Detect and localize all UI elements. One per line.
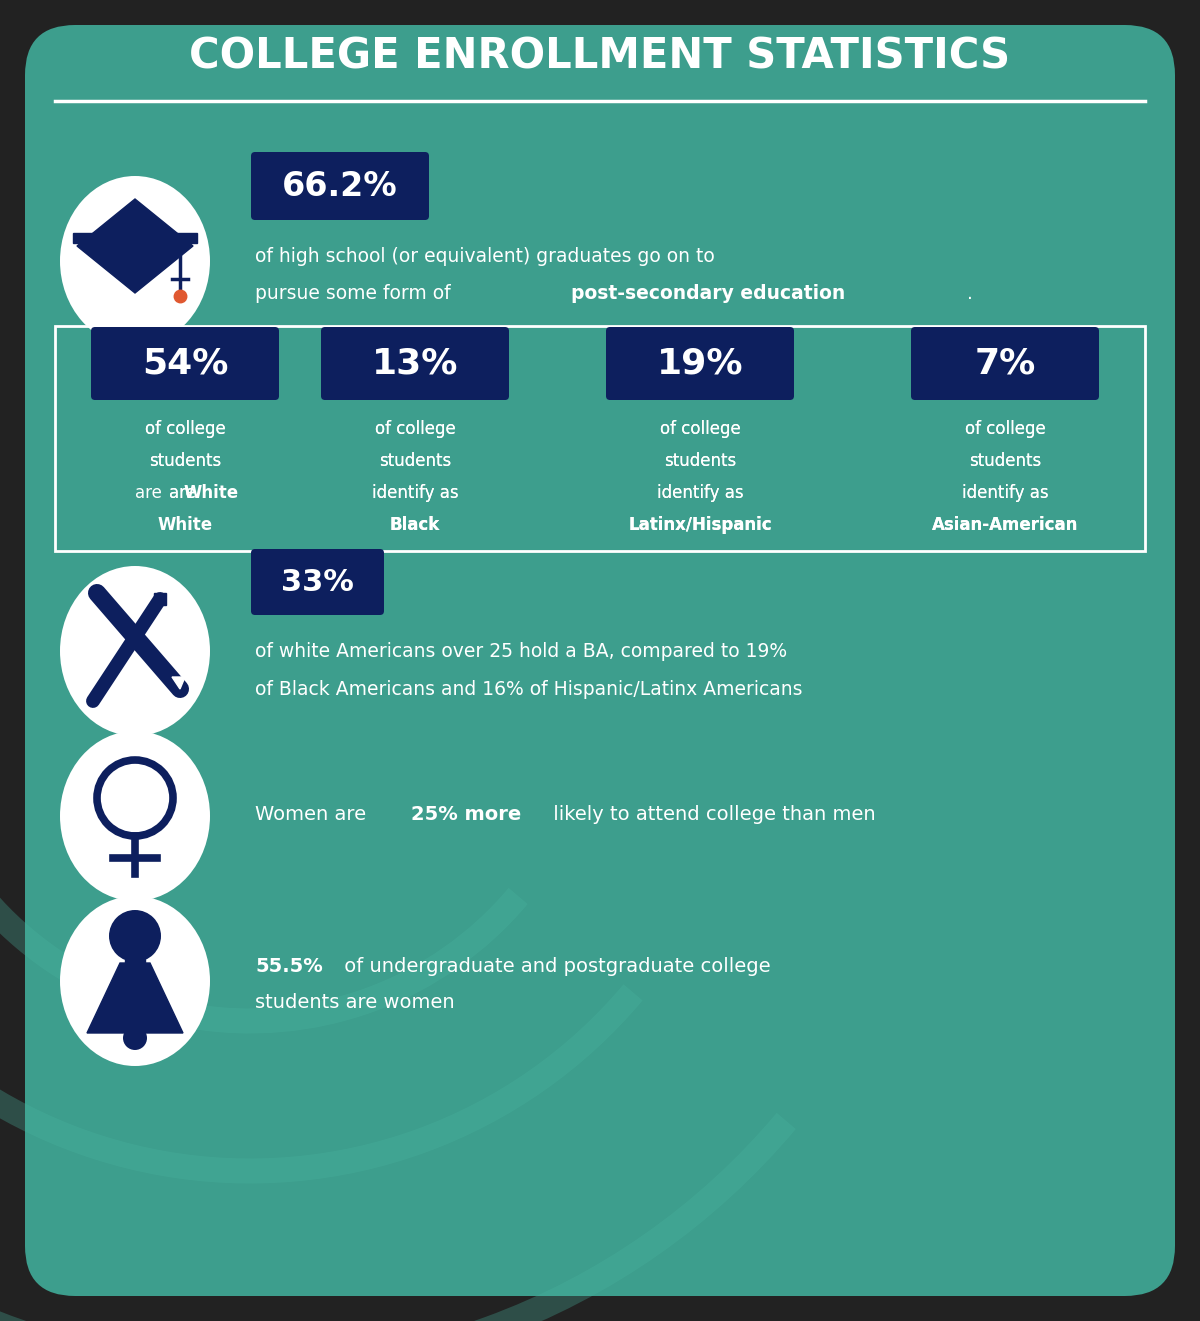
Text: of Black Americans and 16% of Hispanic/Latinx Americans: of Black Americans and 16% of Hispanic/L…: [254, 679, 803, 699]
Text: students: students: [664, 452, 736, 470]
Text: 7%: 7%: [974, 346, 1036, 380]
Ellipse shape: [60, 565, 210, 736]
FancyBboxPatch shape: [251, 152, 430, 221]
Text: likely to attend college than men: likely to attend college than men: [547, 804, 876, 823]
Text: pursue some form of: pursue some form of: [254, 284, 457, 303]
Text: identify as: identify as: [656, 483, 743, 502]
Polygon shape: [172, 676, 185, 690]
Text: of college: of college: [374, 420, 455, 439]
Text: of college: of college: [965, 420, 1045, 439]
Text: 13%: 13%: [372, 346, 458, 380]
Text: Asian-American: Asian-American: [932, 517, 1078, 534]
Text: post-secondary education: post-secondary education: [571, 284, 845, 303]
Ellipse shape: [60, 176, 210, 346]
Circle shape: [109, 910, 161, 962]
FancyBboxPatch shape: [911, 328, 1099, 400]
Text: students: students: [379, 452, 451, 470]
Ellipse shape: [60, 731, 210, 901]
Text: identify as: identify as: [372, 483, 458, 502]
Text: 19%: 19%: [656, 346, 743, 380]
Text: Latinx/Hispanic: Latinx/Hispanic: [628, 517, 772, 534]
Polygon shape: [77, 199, 193, 293]
Text: identify as: identify as: [656, 483, 743, 502]
FancyBboxPatch shape: [251, 550, 384, 616]
Text: White: White: [157, 517, 212, 534]
Text: of college: of college: [965, 420, 1045, 439]
Text: Black: Black: [390, 517, 440, 534]
Text: 25% more: 25% more: [410, 804, 521, 823]
Text: students: students: [149, 452, 221, 470]
Text: of college: of college: [145, 420, 226, 439]
Text: .: .: [967, 284, 973, 303]
Ellipse shape: [60, 896, 210, 1066]
Text: of high school (or equivalent) graduates go on to: of high school (or equivalent) graduates…: [254, 247, 715, 266]
Text: students: students: [968, 452, 1042, 470]
FancyBboxPatch shape: [91, 328, 278, 400]
Text: of college: of college: [660, 420, 740, 439]
FancyBboxPatch shape: [606, 328, 794, 400]
FancyBboxPatch shape: [25, 25, 1175, 1296]
Text: identify as: identify as: [961, 483, 1049, 502]
Text: identify as: identify as: [961, 483, 1049, 502]
Text: White: White: [182, 483, 238, 502]
Text: 66.2%: 66.2%: [282, 169, 398, 202]
Text: 33%: 33%: [281, 568, 354, 597]
Text: of college: of college: [145, 420, 226, 439]
Text: identify as: identify as: [372, 483, 458, 502]
Text: 54%: 54%: [142, 346, 228, 380]
FancyBboxPatch shape: [322, 328, 509, 400]
Text: students: students: [968, 452, 1042, 470]
Text: of college: of college: [374, 420, 455, 439]
Text: Latinx/Hispanic: Latinx/Hispanic: [628, 517, 772, 534]
Circle shape: [124, 1026, 148, 1050]
Text: 55.5%: 55.5%: [254, 956, 323, 975]
Polygon shape: [88, 963, 182, 1033]
Text: of white Americans over 25 hold a BA, compared to 19%: of white Americans over 25 hold a BA, co…: [254, 642, 787, 660]
Polygon shape: [73, 232, 197, 243]
Text: Black: Black: [390, 517, 440, 534]
Text: of undergraduate and postgraduate college: of undergraduate and postgraduate colleg…: [337, 956, 770, 975]
Text: COLLEGE ENROLLMENT STATISTICS: COLLEGE ENROLLMENT STATISTICS: [190, 34, 1010, 77]
Text: of college: of college: [660, 420, 740, 439]
Text: are: are: [169, 483, 202, 502]
Text: are: are: [134, 483, 167, 502]
Polygon shape: [125, 959, 145, 963]
Text: are: are: [169, 483, 202, 502]
Text: students: students: [149, 452, 221, 470]
Text: Women are: Women are: [254, 804, 372, 823]
Text: students are women: students are women: [254, 993, 455, 1012]
Text: students: students: [379, 452, 451, 470]
Text: students: students: [664, 452, 736, 470]
Text: Asian-American: Asian-American: [932, 517, 1078, 534]
